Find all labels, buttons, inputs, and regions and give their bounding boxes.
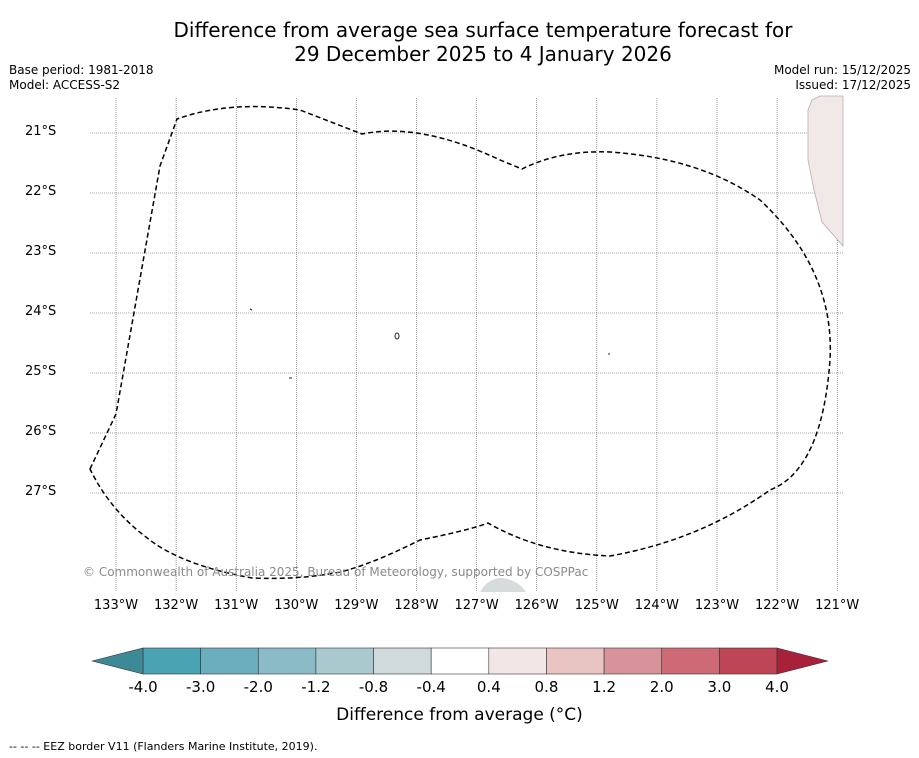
colorbar-swatch — [430, 647, 490, 675]
meta-left: Base period: 1981-2018 Model: ACCESS-S2 — [9, 63, 154, 93]
meta-right: Model run: 15/12/2025 Issued: 17/12/2025 — [774, 63, 911, 93]
latitude-label: 27°S — [25, 484, 57, 499]
colorbar-swatch — [257, 647, 317, 675]
colorbar-swatch — [546, 647, 605, 675]
colorbar-swatch — [661, 647, 720, 675]
longitude-label: 125°W — [574, 598, 619, 613]
model-name: Model: ACCESS-S2 — [9, 78, 121, 92]
copyright-notice: © Commonwealth of Australia 2025, Bureau… — [83, 565, 589, 579]
longitude-label: 123°W — [694, 598, 740, 613]
colorbar-tick-label: 0.8 — [534, 678, 559, 696]
colorbar — [91, 647, 829, 675]
colorbar-tick-label: 3.0 — [707, 678, 732, 696]
latitude-label: 24°S — [25, 304, 57, 319]
colorbar-tick-label: 4.0 — [765, 678, 789, 696]
colorbar-swatch — [603, 647, 663, 675]
latitude-label: 21°S — [25, 124, 57, 139]
footer-note: -- -- -- EEZ border V11 (Flanders Marine… — [9, 740, 318, 753]
colorbar-tick-label: -0.4 — [416, 678, 446, 696]
longitude-label: 128°W — [394, 598, 439, 613]
longitude-label: 126°W — [514, 598, 559, 613]
colorbar-tick-label: -4.0 — [128, 678, 158, 696]
graticule — [90, 98, 843, 592]
island-marker — [249, 308, 253, 311]
colorbar-under-arrow — [91, 647, 144, 675]
colorbar-tick-label: 2.0 — [649, 678, 674, 696]
colorbar-swatch — [488, 647, 547, 675]
eez-border — [89, 105, 832, 580]
longitude-label: 122°W — [755, 598, 800, 613]
latitude-label: 23°S — [25, 244, 57, 259]
colorbar-swatch — [373, 647, 432, 675]
colorbar-over-arrow — [776, 647, 829, 675]
longitude-label: 127°W — [454, 598, 499, 613]
title-line-1: Difference from average sea surface temp… — [173, 18, 793, 42]
title-line-2: 29 December 2025 to 4 January 2026 — [294, 42, 672, 66]
colorbar-swatch — [142, 647, 201, 675]
latitude-label: 25°S — [25, 364, 57, 379]
base-period: Base period: 1981-2018 — [9, 63, 154, 77]
longitude-label: 132°W — [154, 598, 199, 613]
land-mass — [807, 95, 844, 248]
longitude-label: 121°W — [815, 598, 860, 613]
colorbar-title: Difference from average (°C) — [336, 705, 583, 725]
island-marker — [394, 332, 400, 340]
issued-date: Issued: 17/12/2025 — [795, 78, 911, 92]
colorbar-swatch — [200, 647, 259, 675]
colorbar-swatch — [719, 647, 778, 675]
colorbar-tick-label: 0.4 — [476, 678, 501, 696]
longitude-label: 124°W — [634, 598, 679, 613]
colorbar-tick-label: -0.8 — [358, 678, 389, 696]
colorbar-tick-label: -2.0 — [243, 678, 273, 696]
colorbar-tick-label: 1.2 — [592, 678, 617, 696]
map-title: Difference from average sea surface temp… — [0, 18, 919, 66]
land-fragment — [480, 578, 526, 592]
latitude-label: 22°S — [25, 184, 57, 199]
longitude-label: 133°W — [93, 598, 139, 613]
colorbar-swatch — [315, 647, 374, 675]
model-run: Model run: 15/12/2025 — [773, 63, 911, 77]
latitude-label: 26°S — [25, 424, 57, 439]
colorbar-tick-label: -3.0 — [185, 678, 216, 696]
longitude-label: 131°W — [214, 598, 259, 613]
longitude-label: 129°W — [334, 598, 379, 613]
colorbar-tick-label: -1.2 — [301, 678, 331, 696]
longitude-label: 130°W — [274, 598, 319, 613]
